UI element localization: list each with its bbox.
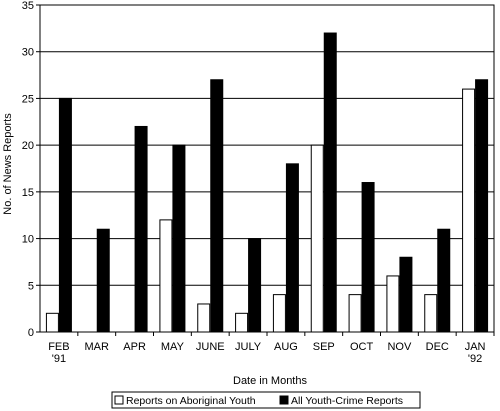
x-tick-label: AUG — [274, 341, 298, 353]
bar-aboriginal-youth — [462, 88, 476, 333]
bar-aboriginal-youth — [310, 144, 324, 333]
x-tick-label: SEP — [313, 341, 335, 353]
bar-all-youth-crime — [285, 163, 299, 333]
y-tick-label: 15 — [22, 187, 34, 199]
y-tick-label: 20 — [22, 140, 34, 152]
x-tick-label: JULY — [235, 341, 262, 353]
axes — [36, 4, 495, 336]
x-tick-label-line: MAY — [161, 341, 185, 353]
y-tick-label: 5 — [28, 280, 34, 292]
x-tick-label: JAN '92 — [465, 341, 486, 365]
x-tick-label-line: OCT — [350, 341, 374, 353]
y-tick-label: 30 — [22, 47, 34, 59]
x-tick-labels: FEB '91 MAR APR MAY JUNE JULY AUG SEP OCT NOV DEC JA… — [48, 341, 485, 365]
x-tick-label-line: JULY — [235, 341, 262, 353]
legend-swatch-aboriginal — [114, 395, 124, 405]
x-tick-label: APR — [123, 341, 146, 353]
x-tick-label: JUNE — [196, 341, 225, 353]
bar-aboriginal-youth — [235, 312, 249, 333]
x-tick-label-line: FEB — [48, 341, 69, 353]
bar-aboriginal-youth — [386, 275, 400, 333]
x-tick-label-line: MAR — [85, 341, 110, 353]
bar-aboriginal-youth — [424, 294, 438, 333]
bar-all-youth-crime — [96, 228, 110, 333]
bar-aboriginal-youth — [197, 303, 211, 333]
x-tick-label: NOV — [387, 341, 412, 353]
legend-swatch-all — [279, 395, 289, 405]
x-tick-label-line: AUG — [274, 341, 298, 353]
x-tick-label-line: '91 — [52, 353, 66, 365]
legend: Reports on Aboriginal Youth All Youth-Cr… — [111, 391, 421, 409]
bar-aboriginal-youth — [272, 294, 286, 333]
bars — [45, 32, 489, 333]
bar-all-youth-crime — [134, 125, 148, 333]
x-tick-label-line: '92 — [468, 353, 482, 365]
bar-all-youth-crime — [437, 228, 451, 333]
bar-all-youth-crime — [172, 144, 186, 333]
legend-border — [111, 391, 421, 409]
y-tick-label: 0 — [28, 327, 34, 339]
plot-frame — [39, 4, 495, 333]
y-tick-label: 10 — [22, 234, 34, 246]
x-tick-label-line: SEP — [313, 341, 335, 353]
x-tick-label-line: NOV — [387, 341, 412, 353]
y-tick-label: 25 — [22, 93, 34, 105]
bar-all-youth-crime — [210, 79, 224, 333]
bar-aboriginal-youth — [348, 294, 362, 333]
bar-all-youth-crime — [323, 32, 337, 333]
x-tick-label: DEC — [426, 341, 449, 353]
y-axis-title: No. of News Reports — [2, 113, 14, 215]
x-tick-label-line: DEC — [426, 341, 449, 353]
bar-all-youth-crime — [248, 238, 262, 333]
legend-label-aboriginal: Reports on Aboriginal Youth — [126, 395, 256, 407]
bar-aboriginal-youth — [45, 312, 59, 333]
legend-label-all: All Youth-Crime Reports — [291, 395, 403, 407]
x-tick-label-line: JUNE — [196, 341, 225, 353]
x-tick-label-line: APR — [123, 341, 146, 353]
x-tick-label: MAR — [85, 341, 110, 353]
y-tick-label: 35 — [22, 0, 34, 12]
x-tick-label-line: JAN — [465, 341, 486, 353]
bar-all-youth-crime — [399, 256, 413, 333]
bar-all-youth-crime — [475, 79, 489, 333]
x-tick-label: FEB '91 — [48, 341, 69, 365]
x-tick-label: MAY — [161, 341, 185, 353]
y-tick-labels: 0 5 10 15 20 25 30 35 — [22, 0, 34, 339]
x-axis-title: Date in Months — [233, 375, 307, 387]
bar-all-youth-crime — [361, 182, 375, 333]
bar-aboriginal-youth — [159, 219, 173, 333]
bar-all-youth-crime — [58, 97, 72, 333]
x-tick-label: OCT — [350, 341, 374, 353]
